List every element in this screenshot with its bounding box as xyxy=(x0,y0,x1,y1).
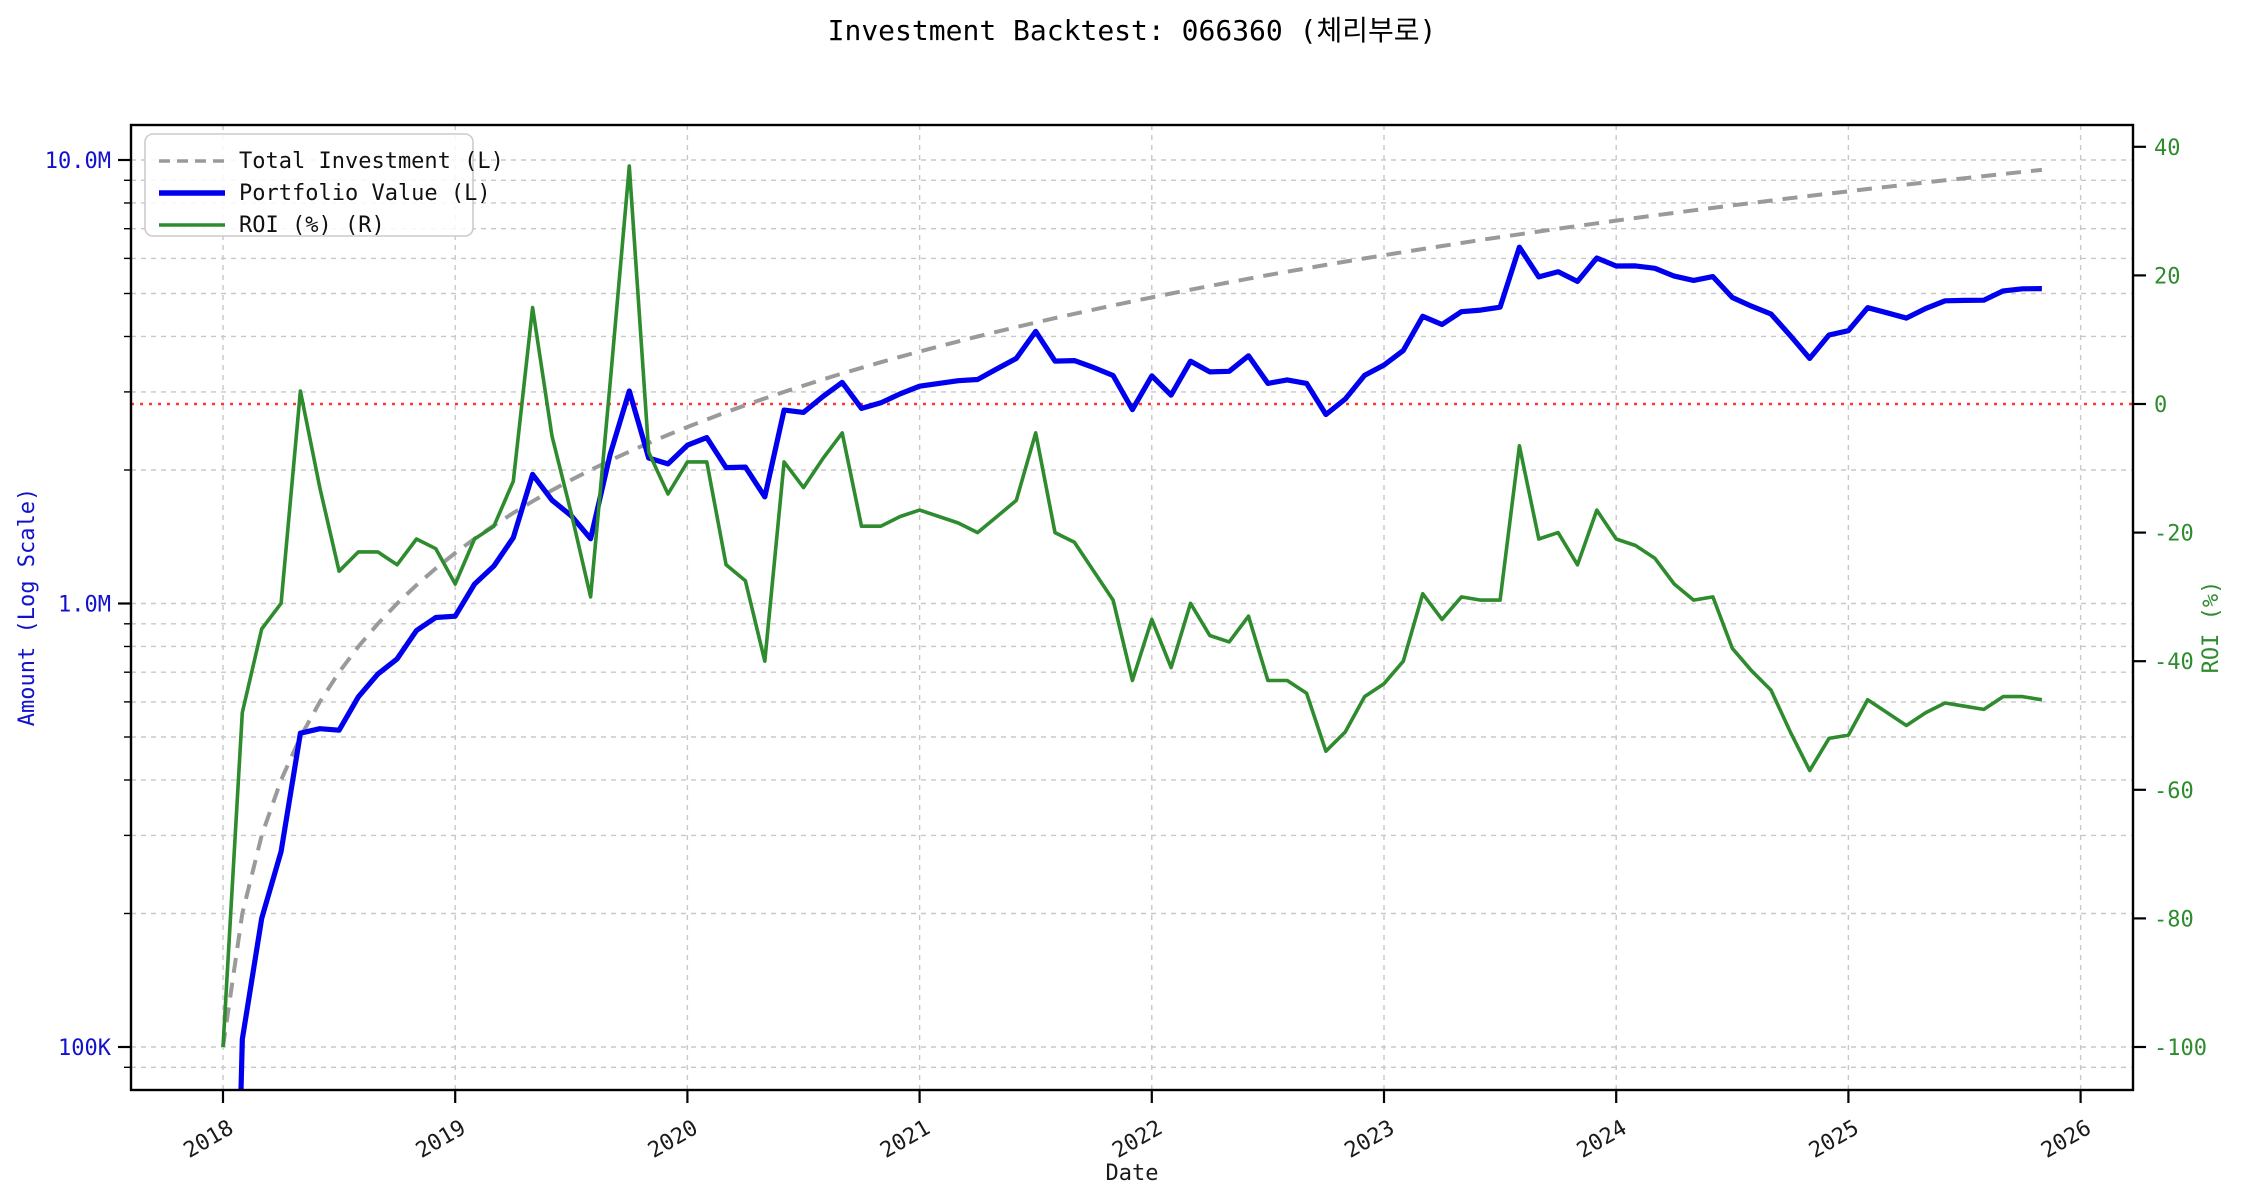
y-right-tick-label: -100 xyxy=(2154,1036,2207,1061)
y-right-tick-label: -20 xyxy=(2154,522,2194,547)
chart-title: Investment Backtest: 066360 (체리부로) xyxy=(828,14,1437,47)
legend-label-portfolio-value: Portfolio Value (L) xyxy=(239,181,491,206)
y-right-tick-label: -40 xyxy=(2154,650,2194,675)
total-investment-line xyxy=(221,167,2043,1048)
y-right-axis-label: ROI (%) xyxy=(2199,581,2224,674)
x-tick-label-2019: 2019 xyxy=(412,1116,470,1164)
x-axis-label: Date xyxy=(1106,1161,1159,1186)
roi-line xyxy=(221,164,2043,1048)
gridlines xyxy=(131,125,2133,1090)
y-left-tick-label: 100K xyxy=(58,1036,112,1061)
x-tick-label-2021: 2021 xyxy=(876,1116,934,1164)
x-tick-label-2024: 2024 xyxy=(1573,1116,1631,1164)
x-tick-label-2023: 2023 xyxy=(1341,1116,1399,1164)
x-tick-label-2022: 2022 xyxy=(1108,1116,1166,1164)
y-right-tick-label: -60 xyxy=(2154,779,2194,804)
portfolio-value-line xyxy=(238,244,2042,1090)
y-right-tick-label: -80 xyxy=(2154,907,2194,932)
legend-box xyxy=(144,133,474,237)
plot-border xyxy=(129,123,2135,1092)
y-left-tick-label: 10.0M xyxy=(45,149,111,174)
x-tick-label-2020: 2020 xyxy=(644,1116,702,1164)
legend-label-roi: ROI (%) (R) xyxy=(239,213,385,238)
y-right-tick-label: 0 xyxy=(2154,393,2167,418)
x-tick-label-2025: 2025 xyxy=(1805,1116,1863,1164)
y-right-tick-label: 20 xyxy=(2154,264,2181,289)
y-left-axis-label: Amount (Log Scale) xyxy=(15,488,40,726)
legend-label-total-investment: Total Investment (L) xyxy=(239,149,504,174)
x-tick-label-2026: 2026 xyxy=(2037,1116,2095,1164)
legend: Total Investment (L) Portfolio Value (L)… xyxy=(144,133,504,238)
y-left-tick-label: 1.0M xyxy=(58,593,111,618)
x-tick-label-2018: 2018 xyxy=(180,1116,238,1164)
series-lines xyxy=(221,164,2043,1090)
y-right-tick-label: 40 xyxy=(2154,136,2181,161)
